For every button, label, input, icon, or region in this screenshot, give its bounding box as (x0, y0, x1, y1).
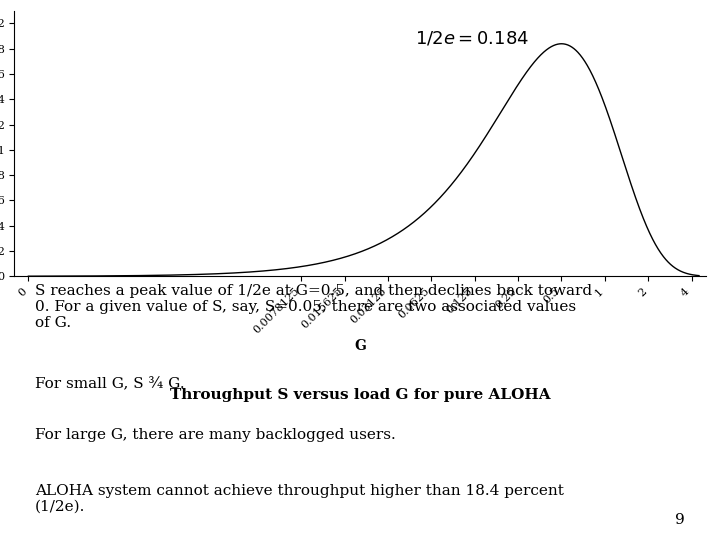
Text: $1/2e = 0.184$: $1/2e = 0.184$ (415, 29, 529, 48)
Text: 9: 9 (675, 512, 685, 526)
Text: For small G, S ¾ G.: For small G, S ¾ G. (35, 377, 185, 392)
X-axis label: G: G (354, 339, 366, 353)
Text: For large G, there are many backlogged users.: For large G, there are many backlogged u… (35, 428, 396, 442)
Text: Throughput S versus load G for pure ALOHA: Throughput S versus load G for pure ALOH… (170, 388, 550, 402)
Text: ALOHA system cannot achieve throughput higher than 18.4 percent
(1/2e).: ALOHA system cannot achieve throughput h… (35, 484, 564, 514)
Text: S reaches a peak value of 1/2e at G=0.5, and then declines back toward
0. For a : S reaches a peak value of 1/2e at G=0.5,… (35, 284, 593, 330)
